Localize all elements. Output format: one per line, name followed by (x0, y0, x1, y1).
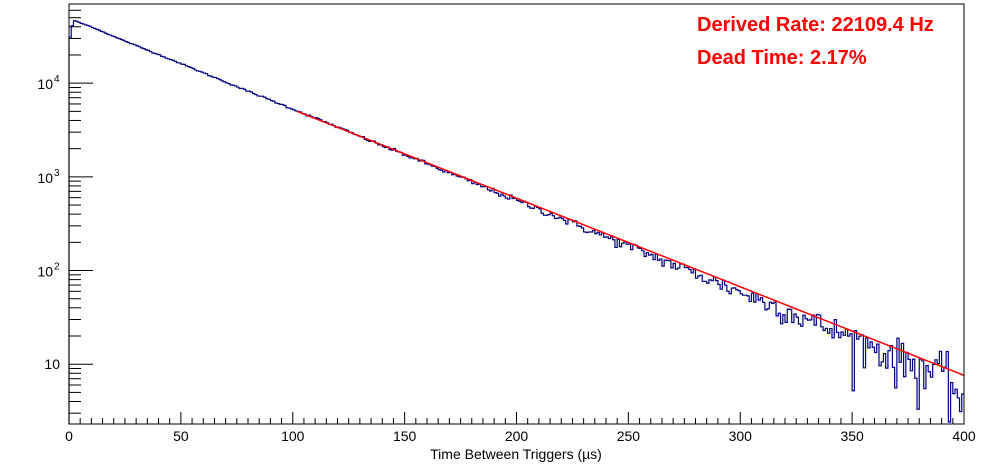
derived-rate-annotation: Derived Rate: 22109.4 Hz (697, 14, 934, 36)
x-tick-label: 100 (281, 428, 305, 444)
y-tick-label-base: 10 (37, 76, 53, 92)
y-tick-label-base: 10 (37, 170, 53, 186)
x-tick-label: 150 (393, 428, 417, 444)
y-tick-label-exponent: 3 (54, 168, 60, 179)
x-tick-label: 50 (173, 428, 189, 444)
y-tick-label: 10 (44, 356, 60, 372)
y-tick-label-base: 10 (37, 264, 53, 280)
y-tick-label-exponent: 4 (54, 74, 60, 85)
y-tick-label: 10 3 (37, 168, 60, 186)
dead-time-annotation: Dead Time: 2.17% (697, 47, 867, 69)
histogram-series (68, 20, 964, 424)
plot-frame (68, 3, 965, 425)
x-tick-label: 300 (729, 428, 753, 444)
fit-curve (296, 110, 965, 377)
x-tick-label: 400 (952, 428, 976, 444)
y-tick-label-exponent: 2 (54, 262, 60, 273)
x-tick-label: 200 (505, 428, 529, 444)
y-axis-ticks (69, 3, 93, 414)
x-axis-ticks (68, 412, 965, 424)
x-axis-labels: 0 50 100 150 200 250 300 350 400 (65, 428, 976, 444)
y-tick-label: 10 2 (37, 262, 60, 280)
y-tick-label: 10 4 (37, 74, 60, 92)
x-axis-title: Time Between Triggers (µs) (430, 446, 602, 462)
x-tick-label: 0 (65, 428, 73, 444)
x-tick-label: 350 (840, 428, 864, 444)
x-tick-label: 250 (617, 428, 641, 444)
